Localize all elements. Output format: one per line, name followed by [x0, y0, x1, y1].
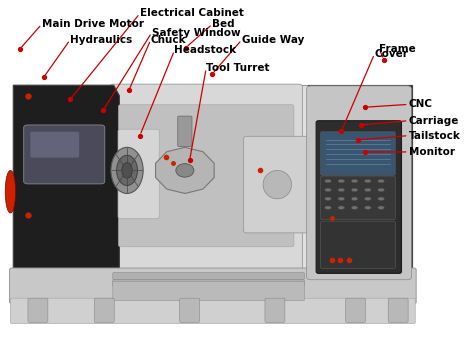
FancyBboxPatch shape [346, 298, 365, 322]
Ellipse shape [325, 179, 331, 183]
FancyBboxPatch shape [178, 116, 192, 147]
Ellipse shape [365, 197, 371, 201]
Text: Guide Way: Guide Way [242, 35, 304, 45]
FancyBboxPatch shape [265, 298, 285, 322]
Ellipse shape [365, 188, 371, 192]
Ellipse shape [325, 188, 331, 192]
Text: Tailstock: Tailstock [409, 131, 460, 141]
Text: CNC: CNC [409, 99, 433, 109]
Text: Frame: Frame [379, 44, 416, 54]
Ellipse shape [325, 197, 331, 201]
Ellipse shape [338, 179, 345, 183]
FancyBboxPatch shape [320, 132, 395, 175]
Ellipse shape [378, 179, 384, 183]
Text: Safety Window: Safety Window [152, 28, 240, 38]
Text: Headstock: Headstock [174, 45, 237, 55]
Ellipse shape [5, 170, 16, 213]
Ellipse shape [176, 164, 194, 177]
Text: Cover: Cover [374, 49, 408, 59]
Text: Bed: Bed [212, 19, 235, 29]
Polygon shape [308, 85, 412, 280]
FancyBboxPatch shape [30, 132, 79, 158]
Text: Carriage: Carriage [409, 116, 459, 126]
Text: Tool Turret: Tool Turret [206, 63, 270, 73]
Ellipse shape [365, 206, 371, 209]
Ellipse shape [351, 206, 358, 209]
Text: Electrical Cabinet: Electrical Cabinet [140, 9, 244, 18]
Polygon shape [13, 85, 412, 302]
Ellipse shape [263, 170, 292, 199]
FancyBboxPatch shape [94, 298, 114, 322]
FancyBboxPatch shape [10, 298, 415, 323]
Text: Chuck: Chuck [151, 35, 186, 45]
FancyBboxPatch shape [24, 125, 105, 184]
Ellipse shape [378, 197, 384, 201]
Ellipse shape [117, 155, 137, 185]
FancyBboxPatch shape [244, 136, 311, 233]
FancyBboxPatch shape [118, 105, 294, 247]
Ellipse shape [111, 147, 143, 193]
Ellipse shape [325, 206, 331, 209]
Ellipse shape [351, 179, 358, 183]
FancyBboxPatch shape [118, 129, 159, 219]
FancyBboxPatch shape [320, 176, 395, 220]
Ellipse shape [122, 163, 132, 178]
Ellipse shape [351, 188, 358, 192]
FancyBboxPatch shape [320, 221, 395, 268]
Ellipse shape [378, 206, 384, 209]
Ellipse shape [365, 179, 371, 183]
FancyBboxPatch shape [180, 298, 200, 322]
FancyBboxPatch shape [113, 273, 304, 279]
Ellipse shape [338, 206, 345, 209]
FancyBboxPatch shape [110, 84, 302, 283]
FancyBboxPatch shape [113, 280, 304, 286]
FancyBboxPatch shape [316, 121, 401, 273]
Ellipse shape [338, 197, 345, 201]
FancyBboxPatch shape [9, 268, 416, 304]
FancyBboxPatch shape [307, 86, 411, 280]
Ellipse shape [378, 188, 384, 192]
FancyBboxPatch shape [113, 282, 304, 301]
FancyBboxPatch shape [388, 298, 408, 322]
Ellipse shape [338, 188, 345, 192]
Text: Hydraulics: Hydraulics [70, 35, 132, 45]
Text: Main Drive Motor: Main Drive Motor [42, 19, 144, 29]
Polygon shape [13, 85, 119, 288]
Ellipse shape [351, 197, 358, 201]
Text: Monitor: Monitor [409, 147, 455, 157]
FancyBboxPatch shape [28, 298, 48, 322]
